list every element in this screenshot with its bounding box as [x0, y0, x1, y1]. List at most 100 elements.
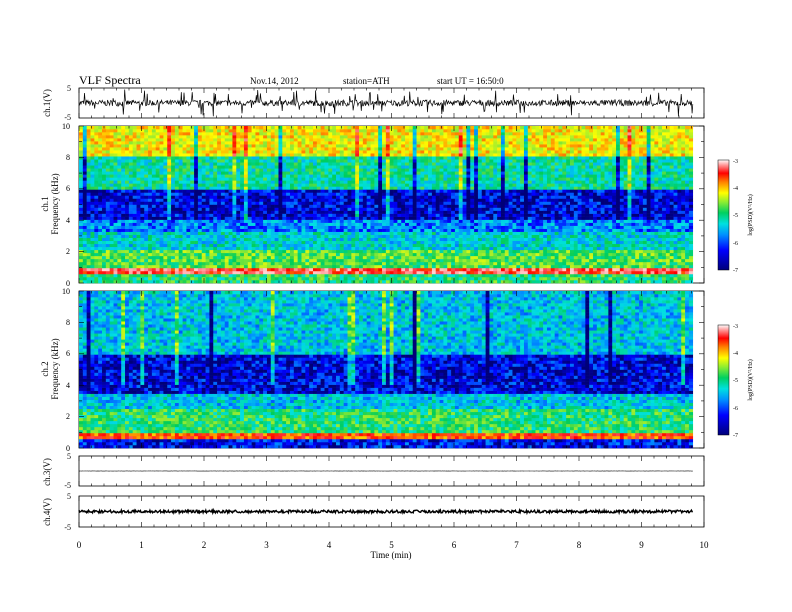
spectrogram-cell: [224, 225, 229, 229]
spectrogram-cell: [94, 279, 99, 284]
spectrogram-cell: [102, 192, 107, 196]
spectrogram-cell: [336, 252, 341, 257]
spectrogram-cell: [240, 165, 245, 169]
spectrogram-cell: [347, 279, 352, 284]
spectrogram-cell: [186, 198, 191, 202]
spectrogram-cell: [243, 171, 249, 175]
spectrogram-cell: [351, 132, 356, 136]
spectrogram-cell: [209, 222, 214, 226]
spectrogram-cell: [182, 186, 187, 190]
spectrogram-cell: [178, 213, 183, 217]
spectrogram-cell: [332, 186, 337, 190]
spectrogram-cell: [144, 213, 149, 217]
spectrogram-cell: [197, 144, 203, 148]
spectrogram-cell: [324, 267, 329, 272]
spectrogram-cell: [213, 231, 218, 235]
spectrogram-cell: [205, 276, 210, 281]
spectrogram-cell: [362, 270, 367, 275]
spectrogram-cell: [228, 255, 233, 260]
spectrogram-cell: [389, 138, 394, 142]
spectrogram-cell: [79, 153, 84, 157]
spectrogram-cell: [405, 180, 410, 184]
spectrogram-cell: [289, 186, 295, 190]
spectrogram-cell: [132, 153, 137, 157]
spectrogram-cell: [217, 183, 222, 187]
spectrogram-cell: [428, 162, 433, 166]
spectrogram-cell: [163, 240, 168, 245]
spectrogram-cell: [378, 126, 383, 130]
spectrogram-cell: [155, 213, 160, 217]
spectrogram-cell: [255, 180, 260, 184]
spectrogram-cell: [151, 189, 157, 193]
spectrogram-cell: [443, 144, 448, 148]
spectrogram-cell: [228, 270, 233, 275]
spectrogram-cell: [232, 189, 237, 193]
spectrogram-cell: [82, 159, 87, 163]
spectrogram-cell: [408, 210, 414, 214]
spectrogram-cell: [79, 198, 84, 202]
spectrogram-cell: [439, 222, 444, 226]
spectrogram-cell: [443, 171, 448, 175]
spectrogram-cell: [293, 174, 298, 178]
spectrogram-cell: [339, 237, 344, 242]
spectrogram-cell: [362, 129, 367, 133]
spectrogram-cell: [121, 156, 126, 160]
spectrogram-cell: [266, 255, 272, 260]
spectrogram-cell: [397, 144, 402, 148]
spectrogram-cell: [155, 189, 160, 193]
spectrogram-cell: [374, 129, 379, 133]
spectrogram-cell: [194, 171, 199, 175]
spectrogram-cell: [236, 252, 241, 257]
spectrogram-cell: [163, 204, 168, 208]
spectrogram-cell: [121, 246, 126, 251]
spectrogram-cell: [312, 204, 318, 208]
spectrogram-cell: [312, 198, 318, 202]
spectrogram-cell: [79, 216, 84, 220]
spectrogram-cell: [182, 138, 187, 142]
spectrogram-cell: [424, 252, 429, 257]
spectrogram-cell: [259, 126, 264, 130]
spectrogram-cell: [378, 150, 383, 154]
spectrogram-cell: [393, 126, 398, 130]
spectrogram-cell: [209, 273, 214, 278]
spectrogram-cell: [125, 126, 130, 130]
spectrogram-cell: [79, 150, 84, 154]
spectrogram-cell: [167, 273, 172, 278]
spectrogram-cell: [113, 153, 118, 157]
spectrogram-cell: [209, 174, 214, 178]
spectrogram-cell: [79, 138, 84, 142]
spectrogram-cell: [362, 138, 367, 142]
spectrogram-cell: [213, 207, 218, 211]
spectrogram-cell: [359, 195, 364, 199]
spectrogram-cell: [159, 195, 164, 199]
spectrogram-cell: [439, 231, 444, 235]
spectrogram-cell: [370, 210, 375, 214]
spectrogram-cell: [186, 135, 191, 139]
spectrogram-cell: [282, 222, 287, 226]
spectrogram-cell: [186, 153, 191, 157]
spectrogram-cell: [435, 264, 440, 269]
spectrogram-cell: [251, 264, 256, 269]
spectrogram-cell: [443, 180, 448, 184]
spectrogram-cell: [232, 219, 237, 223]
spectrogram-cell: [316, 174, 321, 178]
spectrogram-cell: [370, 201, 375, 205]
spectrogram-cell: [435, 231, 440, 235]
spectrogram-cell: [205, 156, 210, 160]
spectrogram-cell: [301, 177, 306, 181]
spectrogram-cell: [255, 261, 260, 266]
spectrogram-cell: [362, 183, 367, 187]
spectrogram-cell: [382, 180, 387, 184]
spectrogram-cell: [163, 270, 168, 275]
spectrogram-cell: [324, 261, 329, 266]
spectrogram-cell: [389, 243, 394, 248]
spectrogram-cell: [428, 237, 433, 242]
spectrogram-cell: [270, 129, 275, 133]
spectrogram-cell: [251, 213, 256, 217]
spectrogram-cell: [178, 168, 183, 172]
spectrogram-cell: [171, 177, 176, 181]
spectrogram-cell: [397, 273, 402, 278]
spectrogram-cell: [209, 240, 214, 245]
spectrogram-cell: [435, 228, 440, 232]
spectrogram-cell: [320, 153, 325, 157]
